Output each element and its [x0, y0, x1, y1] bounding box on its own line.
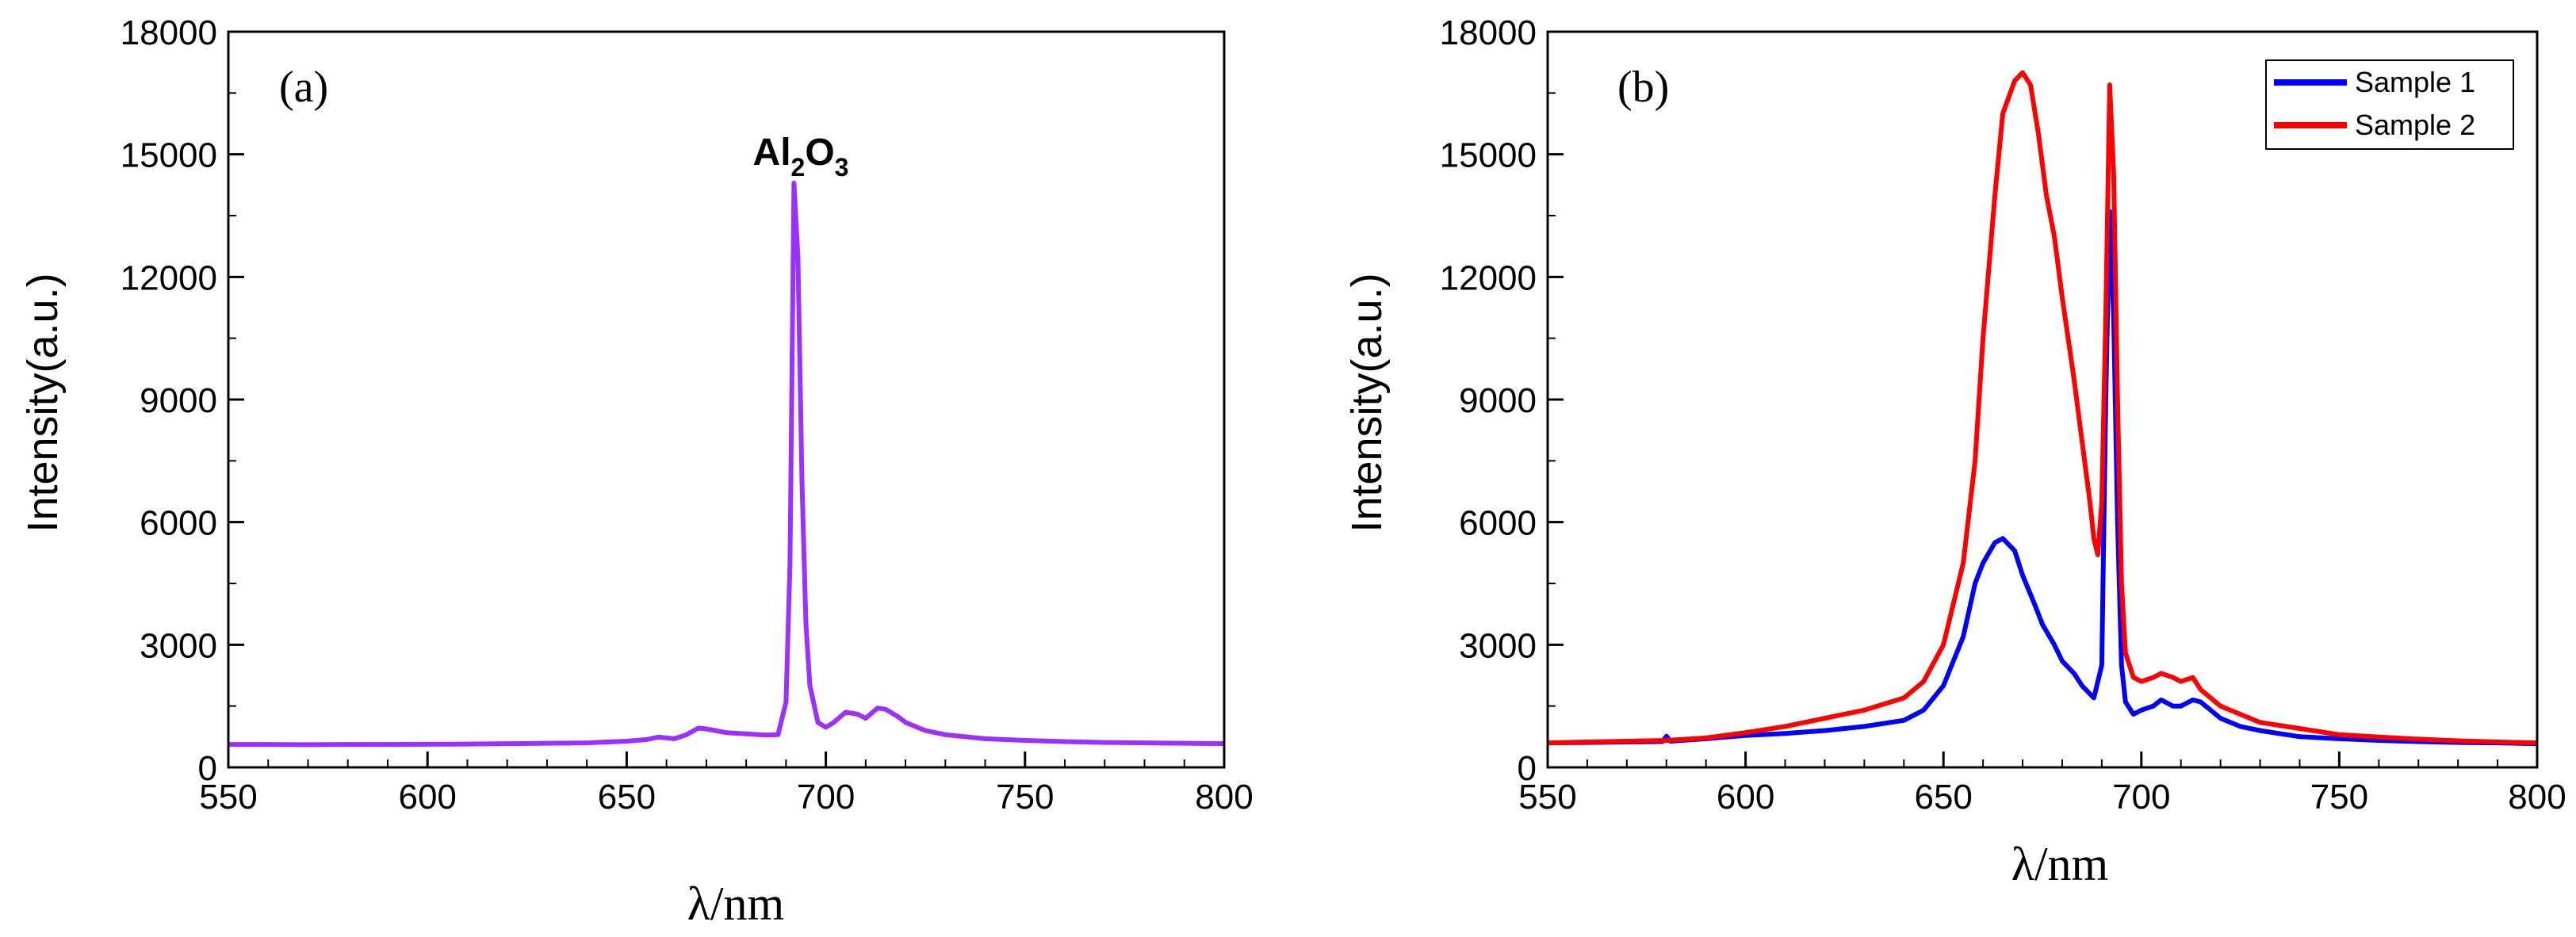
- y-tick-label-b: 12000: [1440, 258, 1537, 297]
- x-axis-title-b: λ/nm: [2011, 838, 2108, 890]
- series-line-a-al2o3: [228, 180, 1225, 748]
- annot-sub-2: 2: [791, 153, 806, 182]
- y-tick-label-a: 9000: [140, 381, 217, 420]
- x-tick-label-a: 550: [199, 778, 257, 817]
- x-tick-label-a: 750: [996, 778, 1054, 817]
- series-line-b-sample-1: [1547, 208, 2538, 747]
- legend-box: [2265, 59, 2514, 150]
- x-tick-label-b: 600: [1717, 778, 1774, 817]
- panel-label-a: (a): [279, 63, 328, 112]
- panel-label-b: (b): [1617, 63, 1669, 112]
- y-tick-label-a: 0: [198, 749, 217, 788]
- y-tick-label-b: 6000: [1459, 504, 1537, 543]
- legend-label-sample-1: Sample 1: [2355, 66, 2475, 98]
- x-tick-label-b: 550: [1518, 778, 1576, 817]
- x-axis-title-a: λ/nm: [687, 878, 784, 930]
- panel-b: Intensity(a.u.) λ/nm (b) Sample 1 Sample…: [1343, 13, 2566, 890]
- annot-al: Al: [753, 132, 791, 174]
- annot-sub-3: 3: [835, 153, 849, 182]
- x-tick-label-b: 750: [2310, 778, 2368, 817]
- y-tick-label-b: 18000: [1440, 13, 1537, 52]
- y-axis-title-a: Intensity(a.u.): [19, 273, 67, 532]
- y-tick-label-b: 3000: [1459, 626, 1537, 665]
- y-tick-label-a: 12000: [121, 258, 217, 297]
- y-tick-label-a: 6000: [140, 504, 217, 543]
- x-tick-label-b: 700: [2112, 778, 2170, 817]
- y-tick-label-a: 15000: [121, 136, 217, 175]
- series-line-b-sample-2: [1547, 70, 2538, 746]
- x-tick-label-b: 650: [1914, 778, 1972, 817]
- y-tick-label-b: 0: [1518, 749, 1537, 788]
- panel-a: Intensity(a.u.) λ/nm (a) Al2O3 550 600 650…: [19, 13, 1254, 930]
- y-tick-label-b: 15000: [1440, 136, 1537, 175]
- y-tick-label-a: 18000: [121, 13, 217, 52]
- x-tick-label-a: 600: [398, 778, 456, 817]
- peak-annotation-a: Al2O3: [753, 132, 849, 182]
- x-tick-label-a: 650: [598, 778, 656, 817]
- x-tick-label-a: 800: [1195, 778, 1253, 817]
- y-tick-label-b: 9000: [1459, 381, 1537, 420]
- legend-label-sample-2: Sample 2: [2355, 109, 2475, 141]
- y-tick-label-a: 3000: [140, 626, 217, 665]
- plot-frame-a: [227, 30, 1226, 769]
- legend: Sample 1 Sample 2: [2265, 59, 2514, 150]
- x-tick-label-b: 800: [2508, 778, 2566, 817]
- y-axis-title-b: Intensity(a.u.): [1343, 273, 1391, 532]
- annot-o: O: [805, 132, 834, 174]
- x-tick-label-a: 700: [797, 778, 855, 817]
